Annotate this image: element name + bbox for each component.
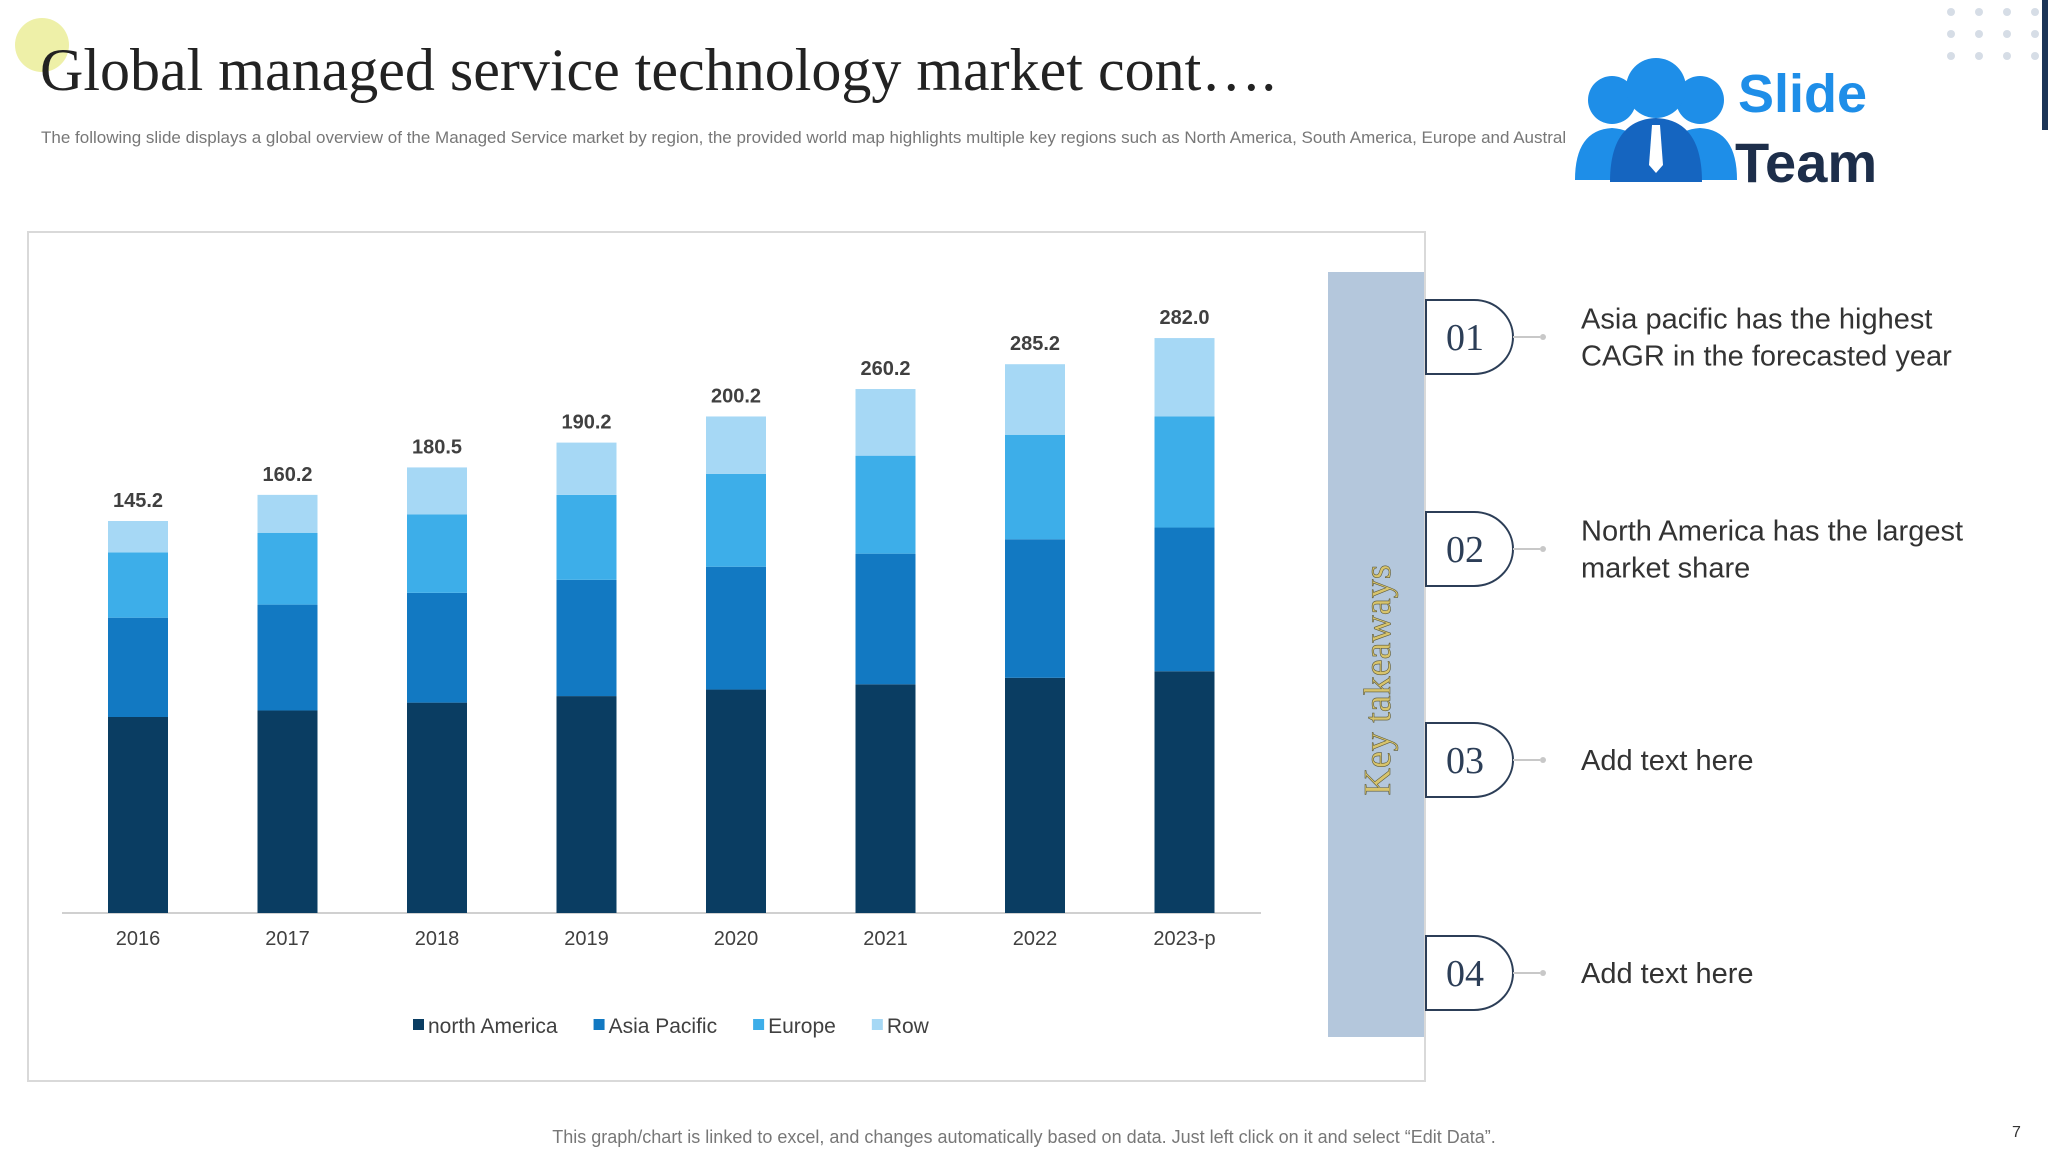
connector-dot (1540, 970, 1546, 976)
number-badge (1425, 722, 1514, 798)
bar-segment (1154, 338, 1215, 417)
connector-dot (1540, 546, 1546, 552)
takeaway-text: market share (1581, 553, 1750, 585)
total-label: 200.2 (711, 385, 761, 407)
x-tick-label: 2017 (265, 928, 310, 950)
takeaway-text: North America has the largest (1581, 516, 1963, 548)
bar-segment (108, 521, 168, 553)
takeaway-text: CAGR in the forecasted year (1581, 341, 1952, 373)
bar-segment (706, 416, 766, 474)
legend-label: north America (428, 1015, 558, 1038)
legend-label: Asia Pacific (609, 1015, 718, 1038)
bar-segment (407, 467, 467, 515)
bar-segment (108, 717, 168, 913)
number-badge (1425, 299, 1514, 375)
legend-swatch (871, 1019, 883, 1030)
bar-segment (855, 684, 916, 913)
legend-label: Europe (768, 1015, 836, 1038)
total-label: 180.5 (412, 436, 462, 458)
decor-circle (15, 18, 69, 72)
takeaway-title: Key takeaways (1357, 564, 1399, 795)
bar-segment (1005, 539, 1065, 678)
footer-note: This graph/chart is linked to excel, and… (552, 1127, 1496, 1147)
x-tick-label: 2018 (415, 928, 460, 950)
takeaway-text: Add text here (1581, 958, 1754, 990)
bar-segment (706, 473, 766, 567)
bar-segment (556, 494, 617, 580)
logo-top: Slide (1738, 64, 1867, 124)
logo: Slide Team (1565, 55, 1877, 194)
bar-segment (706, 689, 766, 913)
slide-title: Global managed service technology market… (40, 37, 1276, 103)
bar-segment (407, 702, 467, 913)
total-label: 190.2 (561, 412, 611, 434)
total-label: 145.2 (113, 490, 163, 512)
legend-swatch (753, 1019, 765, 1030)
bar-segment (1154, 671, 1215, 913)
badge-number: 01 (1446, 317, 1484, 359)
takeaway-text: Add text here (1581, 745, 1754, 777)
x-tick-label: 2020 (714, 928, 759, 950)
badge-number: 03 (1446, 740, 1484, 782)
bar-segment (855, 553, 916, 685)
bar-segment (407, 514, 467, 593)
bar-segment (257, 494, 318, 533)
bar-segment (1005, 434, 1065, 540)
legend-label: Row (887, 1015, 930, 1038)
number-badge (1425, 511, 1514, 587)
logo-bottom: Team (1735, 131, 1877, 194)
connector-dot (1540, 334, 1546, 340)
bar-segment (257, 604, 318, 711)
takeaway-text: Asia pacific has the highest (1581, 304, 1932, 336)
bar-segment (855, 389, 916, 456)
bar-segment (556, 579, 617, 697)
bar-segment (1005, 364, 1065, 435)
edge-bar (2042, 0, 2048, 130)
total-label: 282.0 (1159, 307, 1209, 329)
bar-segment (556, 696, 617, 913)
bar-segment (706, 566, 766, 690)
bar-segment (407, 592, 467, 703)
takeaway-panel (1328, 272, 1424, 1037)
legend-swatch (413, 1019, 424, 1030)
bar-segment (556, 442, 617, 495)
number-badge (1425, 935, 1514, 1011)
bar-segment (1005, 677, 1065, 913)
bar-segment (108, 552, 168, 618)
x-tick-label: 2023-p (1153, 928, 1215, 950)
dot-grid (1947, 8, 2039, 60)
bar-segment (855, 455, 916, 554)
bar-segment (257, 710, 318, 913)
bar-segment (1154, 527, 1215, 672)
bar-segment (1154, 416, 1215, 528)
legend-swatch (593, 1019, 605, 1030)
connector-dot (1540, 757, 1546, 763)
x-tick-label: 2016 (116, 928, 161, 950)
total-label: 160.2 (262, 464, 312, 486)
x-tick-label: 2022 (1013, 928, 1058, 950)
bar-segment (257, 532, 318, 605)
x-tick-label: 2019 (564, 928, 609, 950)
badge-number: 02 (1446, 529, 1484, 571)
slide-subtitle: The following slide displays a global ov… (41, 128, 1584, 147)
page-number: 7 (2012, 1124, 2021, 1141)
bar-segment (108, 617, 168, 717)
x-tick-label: 2021 (863, 928, 908, 950)
total-label: 285.2 (1010, 333, 1060, 355)
total-label: 260.2 (860, 358, 910, 380)
badge-number: 04 (1446, 953, 1484, 995)
